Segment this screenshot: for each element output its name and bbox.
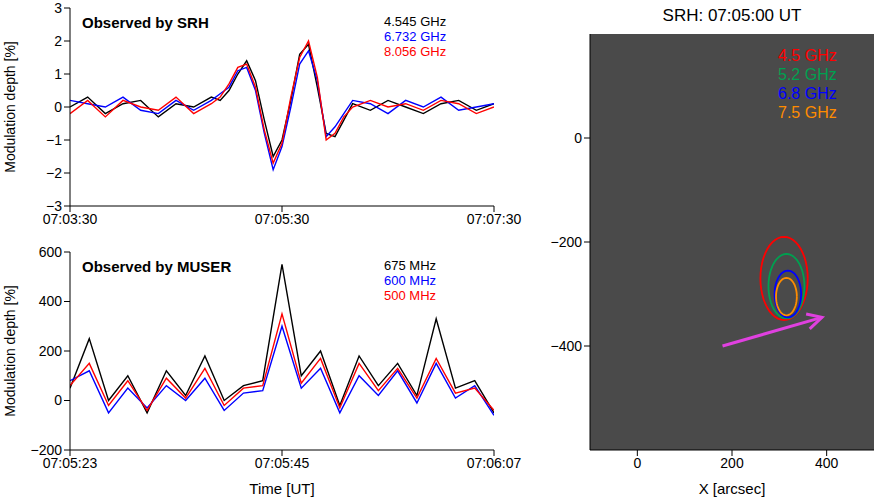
- svg-text:400: 400: [815, 455, 839, 471]
- html-text:Observed by SRH: Observed by SRH: [82, 14, 209, 31]
- html-text:4.5 GHz: 4.5 GHz: [778, 47, 837, 64]
- svg-text:3: 3: [54, 0, 62, 16]
- svg-text:400: 400: [39, 293, 63, 309]
- html-text:6.732 GHz: 6.732 GHz: [384, 29, 447, 44]
- html-text:7.5 GHz: 7.5 GHz: [778, 104, 837, 121]
- svg-text:−400: −400: [550, 338, 582, 354]
- svg-text:X [arcsec]: X [arcsec]: [699, 480, 766, 497]
- svg-text:0: 0: [54, 99, 62, 115]
- html-text:Observed by MUSER: Observed by MUSER: [82, 258, 232, 275]
- svg-text:0: 0: [54, 392, 62, 408]
- svg-text:0: 0: [574, 130, 582, 146]
- svg-text:−3: −3: [46, 198, 62, 214]
- svg-text:07:07:30: 07:07:30: [467, 211, 522, 227]
- html-text:600 MHz: 600 MHz: [384, 273, 436, 288]
- html-text:500 MHz: 500 MHz: [384, 288, 436, 303]
- svg-text:Modulation depth [%]: Modulation depth [%]: [2, 41, 18, 173]
- svg-text:200: 200: [39, 343, 63, 359]
- svg-text:07:06:07: 07:06:07: [467, 455, 522, 471]
- svg-text:−200: −200: [30, 442, 62, 458]
- svg-text:−1: −1: [46, 132, 62, 148]
- svg-text:07:03:30: 07:03:30: [42, 210, 98, 227]
- svg-text:−2: −2: [46, 165, 62, 181]
- svg-text:200: 200: [720, 455, 744, 471]
- svg-text:07:05:45: 07:05:45: [255, 455, 310, 471]
- html-text:5.2 GHz: 5.2 GHz: [778, 66, 837, 83]
- svg-text:07:05:23: 07:05:23: [42, 454, 98, 471]
- html-text:675 MHz: 675 MHz: [384, 258, 436, 273]
- html-text:6.8 GHz: 6.8 GHz: [778, 85, 837, 102]
- html-text:4.545 GHz: 4.545 GHz: [384, 14, 447, 29]
- svg-text:1: 1: [54, 66, 62, 82]
- html-text:8.056 GHz: 8.056 GHz: [384, 44, 447, 59]
- svg-text:−200: −200: [550, 234, 582, 250]
- svg-text:Time [UT]: Time [UT]: [249, 480, 314, 497]
- svg-text:0: 0: [633, 455, 641, 471]
- svg-text:2: 2: [54, 33, 62, 49]
- svg-text:600: 600: [39, 244, 63, 260]
- html-text:SRH: 07:05:00 UT: SRH: 07:05:00 UT: [662, 6, 802, 25]
- svg-text:07:05:30: 07:05:30: [255, 211, 310, 227]
- svg-text:Modulation depth [%]: Modulation depth [%]: [2, 285, 18, 417]
